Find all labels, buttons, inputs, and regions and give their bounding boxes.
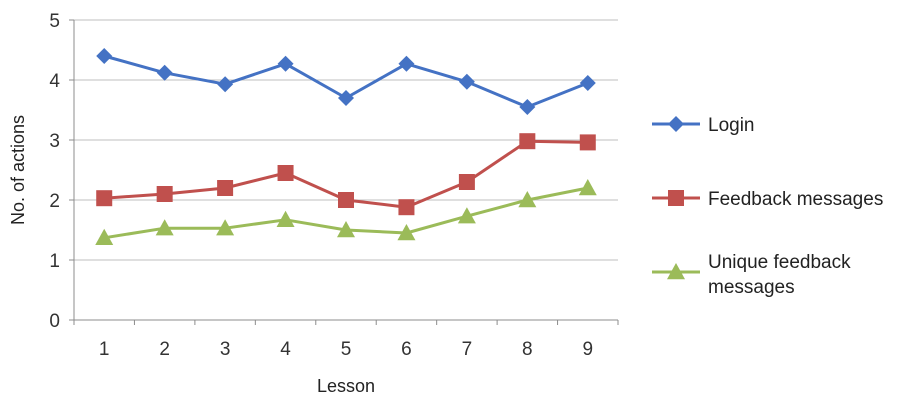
series-3 — [95, 179, 597, 245]
data-point — [277, 55, 294, 72]
data-point — [338, 192, 354, 208]
x-tick-label: 5 — [341, 339, 352, 360]
data-point — [398, 199, 415, 216]
data-point — [155, 219, 174, 236]
x-tick-label: 8 — [522, 339, 533, 360]
legend-marker — [667, 263, 685, 280]
x-tick-label: 2 — [159, 339, 170, 360]
data-point — [337, 221, 355, 238]
data-point — [338, 90, 354, 106]
data-point — [217, 180, 234, 196]
data-point — [398, 55, 415, 72]
data-point — [579, 75, 596, 91]
y-tick-labels: 0 1 2 3 4 5 — [49, 11, 60, 332]
data-point — [95, 228, 114, 245]
legend-label: Feedback messages — [708, 189, 883, 210]
legend-marker — [668, 190, 684, 206]
legend: Login Feedback messages Unique feedback mes… — [652, 115, 883, 298]
x-tick-label: 9 — [582, 339, 593, 360]
data-point — [579, 134, 596, 151]
y-tick-label: 4 — [49, 71, 60, 92]
legend-label: Login — [708, 115, 755, 136]
legend-item-3: Unique feedback messages — [652, 252, 851, 298]
x-tick-label: 7 — [462, 339, 473, 360]
y-axis-title: No. of actions — [8, 115, 28, 225]
y-tick-label: 5 — [49, 11, 60, 32]
legend-item-1: Login — [652, 115, 755, 136]
x-tick-label: 6 — [401, 339, 412, 360]
x-tick-label: 3 — [220, 339, 231, 360]
axes — [69, 19, 619, 325]
legend-item-2: Feedback messages — [652, 189, 883, 210]
data-point — [96, 48, 113, 64]
data-point — [156, 64, 173, 81]
data-point — [156, 186, 173, 202]
data-point — [458, 174, 475, 190]
data-point — [216, 219, 235, 236]
series-group — [95, 48, 597, 245]
y-tick-label: 0 — [49, 311, 60, 332]
x-tick-label: 4 — [280, 339, 291, 360]
data-point — [276, 210, 295, 227]
y-tick-label: 2 — [49, 191, 60, 212]
y-tick-label: 3 — [49, 131, 60, 152]
data-point — [518, 191, 537, 208]
data-point — [217, 76, 234, 93]
data-point — [458, 73, 475, 90]
x-axis-title: Lesson — [317, 376, 375, 396]
series-1 — [96, 48, 596, 115]
data-point — [578, 179, 597, 196]
data-point — [519, 99, 536, 115]
legend-marker — [668, 116, 684, 132]
data-point — [457, 207, 476, 224]
data-point — [277, 165, 294, 181]
data-point — [397, 224, 416, 241]
legend-label: Unique feedback messages — [708, 252, 851, 298]
x-tick-label: 1 — [99, 339, 110, 360]
data-point — [519, 133, 536, 150]
series-2 — [96, 133, 596, 216]
data-point — [96, 190, 113, 207]
y-tick-label: 1 — [49, 251, 60, 272]
x-tick-labels: 1 2 3 4 5 6 7 8 9 — [99, 339, 593, 360]
